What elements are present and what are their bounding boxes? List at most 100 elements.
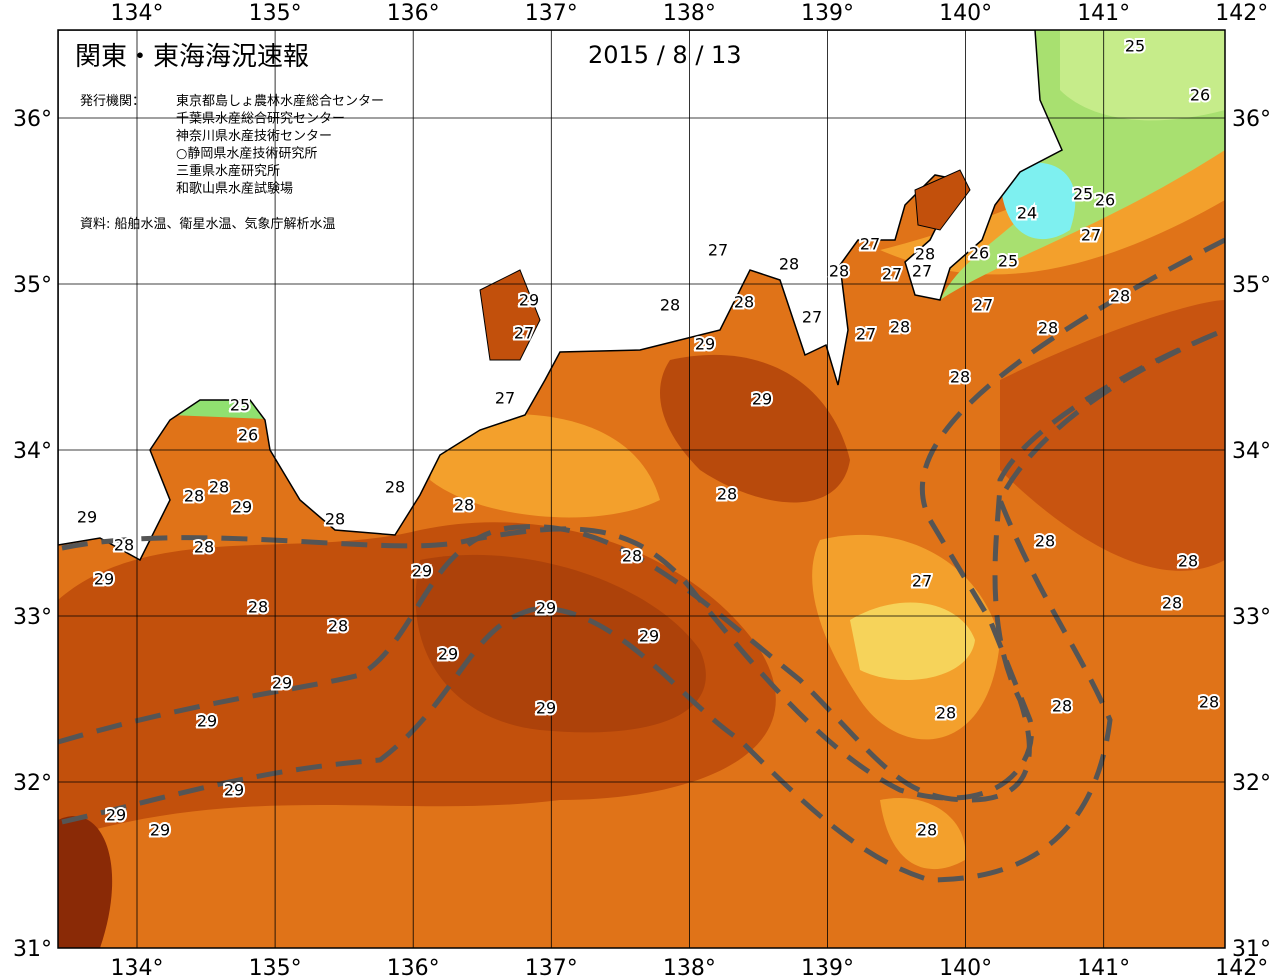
contour-label: 28 [454, 496, 474, 515]
contour-label: 28 [734, 293, 754, 312]
date: 2015 / 8 / 13 [588, 41, 742, 69]
lat-label: 33° [1232, 605, 1271, 630]
contour-label: 28 [325, 510, 345, 529]
cold-core [1000, 162, 1076, 240]
lon-label: 141° [1077, 1, 1130, 26]
lat-label: 32° [13, 771, 52, 796]
warm-core [415, 554, 706, 733]
lat-label: 33° [13, 605, 52, 630]
warm-region [660, 354, 850, 503]
lat-label: 36° [1232, 107, 1271, 132]
contour-label: 28 [1199, 693, 1219, 712]
lon-label: 142° [1215, 1, 1268, 26]
contour-label: 28 [622, 547, 642, 566]
contour-label: 28 [1110, 287, 1130, 306]
contour-label: 29 [272, 674, 292, 693]
contour-label: 28 [385, 478, 405, 497]
lon-label: 136° [387, 956, 440, 980]
warm-core [58, 816, 113, 948]
lon-label: 136° [387, 1, 440, 26]
cool-region [880, 798, 966, 870]
lat-label: 36° [13, 107, 52, 132]
contour-label: 28 [184, 487, 204, 506]
lon-label: 139° [801, 956, 854, 980]
contour-label: 27 [1081, 226, 1101, 245]
contour-label: 28 [1035, 532, 1055, 551]
contour-label: 29 [536, 699, 556, 718]
contour-label: 29 [197, 712, 217, 731]
contour-label: 28 [1052, 697, 1072, 716]
contour-label: 29 [438, 645, 458, 664]
issuer: 神奈川県水産技術センター [176, 128, 332, 144]
issuer: ○静岡県水産技術研究所 [176, 146, 317, 162]
issuer: 三重県水産研究所 [176, 163, 280, 179]
issuer: 千葉県水産総合研究センター [176, 111, 345, 127]
contour-label: 25 [230, 396, 250, 415]
contour-label: 26 [1095, 191, 1115, 210]
contour-label: 29 [536, 599, 556, 618]
contour-label: 27 [802, 308, 822, 327]
lon-label: 141° [1077, 956, 1130, 980]
lat-label: 35° [1232, 273, 1271, 298]
contour-label: 28 [829, 262, 849, 281]
contour-label: 28 [936, 704, 956, 723]
contour-label: 24 [1017, 204, 1037, 223]
contour-label: 27 [860, 235, 880, 254]
axis-labels: 134° 134° 135° 135° 136° 136° 137° 137° 138° 138°… [13, 1, 1271, 980]
contour-label: 25 [998, 252, 1018, 271]
kuroshio-path [58, 327, 1225, 803]
lat-label: 31° [1232, 937, 1271, 962]
lon-label: 134° [111, 956, 164, 980]
contour-label: 27 [912, 572, 932, 591]
issuers: 東京都島しょ農林水産総合センター千葉県水産総合研究センター神奈川県水産技術センタ… [176, 93, 384, 197]
contour-label: 27 [514, 324, 534, 343]
contour-label: 28 [950, 368, 970, 387]
contour-label: 26 [238, 426, 258, 445]
contour-label: 28 [209, 478, 229, 497]
kuroshio-path [61, 327, 1225, 883]
contour-label: 25 [1125, 37, 1145, 56]
lon-label: 139° [801, 1, 854, 26]
tokyo-bay [914, 169, 971, 231]
contour-label: 27 [856, 325, 876, 344]
contour-label: 28 [1178, 552, 1198, 571]
graticule [58, 30, 1225, 948]
contour-label: 27 [495, 389, 515, 408]
contour-label: 28 [915, 245, 935, 264]
contour-label: 28 [194, 538, 214, 557]
contour-label: 25 [1073, 185, 1093, 204]
contour-label: 26 [1190, 86, 1210, 105]
lon-label: 135° [249, 1, 302, 26]
contour-label: 29 [77, 508, 97, 527]
contour-label: 28 [248, 598, 268, 617]
cool-core [850, 602, 975, 680]
contour-label: 29 [639, 627, 659, 646]
contour-label: 28 [1038, 319, 1058, 338]
contour-label: 29 [224, 781, 244, 800]
contour-label: 29 [412, 562, 432, 581]
title: 関東・東海海況速報 [75, 42, 309, 72]
contour-label: 29 [106, 806, 126, 825]
contour-label: 28 [779, 255, 799, 274]
lon-label: 142° [1215, 956, 1268, 980]
contour-label: 27 [882, 265, 902, 284]
ise-bay [479, 269, 541, 361]
lon-label: 140° [939, 956, 992, 980]
contour-label: 27 [912, 262, 932, 281]
contour-label: 29 [695, 335, 715, 354]
cold-region [1060, 30, 1225, 121]
map-body [58, 30, 1225, 948]
lat-label: 34° [1232, 439, 1271, 464]
contour-label: 29 [519, 291, 539, 310]
contour-label: 29 [150, 821, 170, 840]
contour-label: 29 [232, 498, 252, 517]
contour-label: 26 [969, 244, 989, 263]
contour-label: 28 [717, 485, 737, 504]
issuer: 和歌山県水産試験場 [176, 181, 293, 197]
lon-label: 138° [663, 1, 716, 26]
lat-label: 32° [1232, 771, 1271, 796]
kuroshio-path [61, 237, 1225, 801]
cool-region [430, 413, 660, 518]
